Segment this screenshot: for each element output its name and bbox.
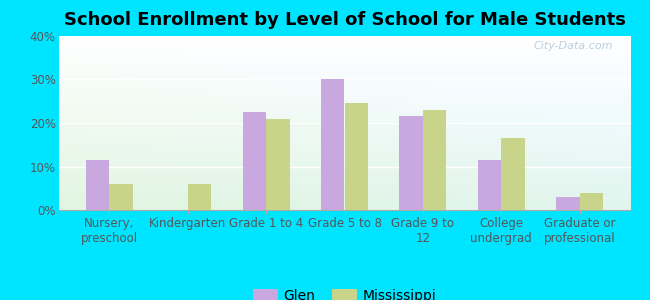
Bar — [501, 138, 525, 210]
Bar — [266, 118, 290, 210]
Bar — [188, 184, 211, 210]
Title: School Enrollment by Level of School for Male Students: School Enrollment by Level of School for… — [64, 11, 625, 29]
Legend: Glen, Mississippi: Glen, Mississippi — [247, 283, 442, 300]
Bar — [478, 160, 501, 210]
Bar — [423, 110, 447, 210]
Bar — [344, 103, 368, 210]
Bar — [580, 193, 603, 210]
Bar — [109, 184, 133, 210]
Text: City-Data.com: City-Data.com — [534, 41, 614, 51]
Bar — [242, 112, 266, 210]
Bar — [86, 160, 109, 210]
Bar — [556, 197, 580, 210]
Bar — [321, 80, 345, 210]
Bar — [399, 116, 423, 210]
